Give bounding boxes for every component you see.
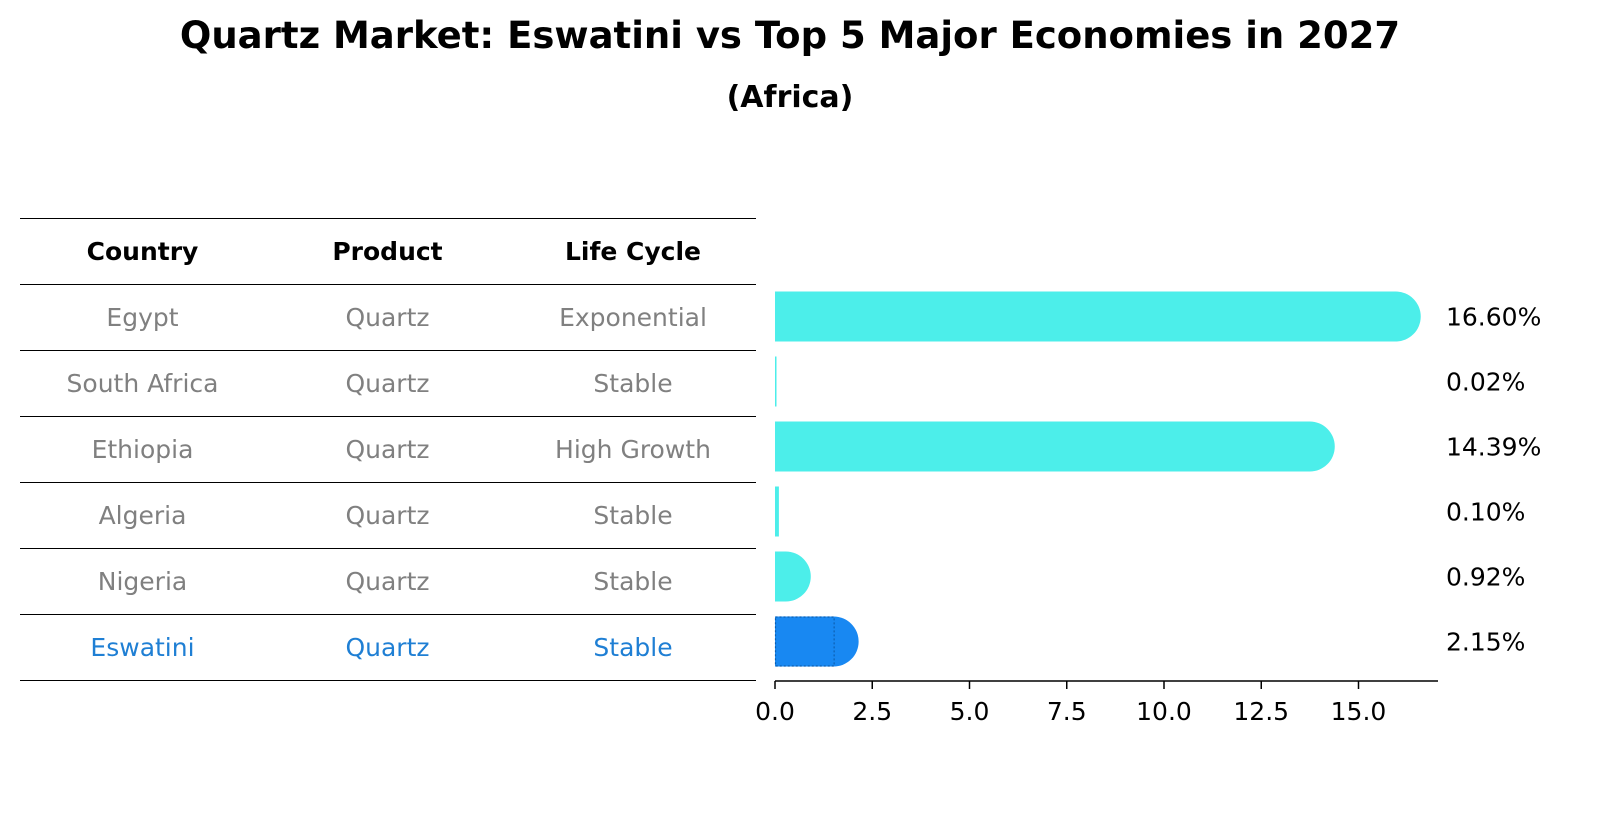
- cell-life-cycle: Stable: [593, 567, 673, 596]
- x-tick-label: 7.5: [1047, 697, 1087, 726]
- x-tick-label: 5.0: [950, 697, 990, 726]
- table-row: Nigeria Quartz Stable: [20, 548, 756, 614]
- bar-egypt: [775, 291, 1421, 342]
- table-row: Egypt Quartz Exponential: [20, 284, 756, 350]
- x-tick-label: 15.0: [1331, 697, 1387, 726]
- bar-value-label: 0.92%: [1446, 563, 1525, 592]
- cell-life-cycle: Exponential: [559, 303, 707, 332]
- bar-ethiopia: [775, 421, 1335, 472]
- cell-life-cycle: Stable: [593, 369, 673, 398]
- cell-country: South Africa: [66, 369, 219, 398]
- bar-value-label: 14.39%: [1446, 433, 1541, 462]
- bar-nigeria: [775, 551, 811, 602]
- cell-product: Quartz: [345, 435, 430, 464]
- bar-value-label: 0.02%: [1446, 368, 1525, 397]
- table-row: Ethiopia Quartz High Growth: [20, 416, 756, 482]
- chart-subtitle: (Africa): [726, 80, 854, 115]
- cell-country: Eswatini: [90, 633, 195, 662]
- bar-algeria: [775, 486, 779, 537]
- cell-product: Quartz: [345, 501, 430, 530]
- cell-country: Egypt: [106, 303, 179, 332]
- cell-country: Ethiopia: [91, 435, 194, 464]
- cell-product: Quartz: [345, 633, 430, 662]
- cell-country: Algeria: [98, 501, 187, 530]
- cell-country: Nigeria: [97, 567, 188, 596]
- cell-life-cycle: High Growth: [555, 435, 711, 464]
- table-header-row: Country Product Life Cycle: [20, 218, 756, 284]
- x-tick-label: 12.5: [1233, 697, 1289, 726]
- bar-value-label: 0.10%: [1446, 498, 1525, 527]
- header-country: Country: [86, 237, 199, 266]
- header-product: Product: [332, 237, 443, 266]
- chart-title: Quartz Market: Eswatini vs Top 5 Major E…: [179, 14, 1401, 57]
- cell-product: Quartz: [345, 303, 430, 332]
- table-row: South Africa Quartz Stable: [20, 350, 756, 416]
- cell-life-cycle: Stable: [593, 501, 673, 530]
- cell-life-cycle: Stable: [593, 633, 673, 662]
- bar-eswatini: [775, 616, 859, 667]
- x-tick-label: 0.0: [755, 697, 795, 726]
- cell-product: Quartz: [345, 567, 430, 596]
- header-life-cycle: Life Cycle: [564, 237, 702, 266]
- highlight-bar-outline: [774, 616, 835, 667]
- bar-south-africa: [775, 356, 777, 407]
- x-tick-label: 10.0: [1136, 697, 1192, 726]
- bar-value-label: 16.60%: [1446, 303, 1541, 332]
- bar-value-label: 2.15%: [1446, 628, 1525, 657]
- table-row: Algeria Quartz Stable: [20, 482, 756, 548]
- country-table: Country Product Life Cycle Egypt Quartz …: [20, 218, 756, 681]
- cell-product: Quartz: [345, 369, 430, 398]
- table-row-highlighted: Eswatini Quartz Stable: [20, 614, 756, 681]
- x-tick-label: 2.5: [852, 697, 892, 726]
